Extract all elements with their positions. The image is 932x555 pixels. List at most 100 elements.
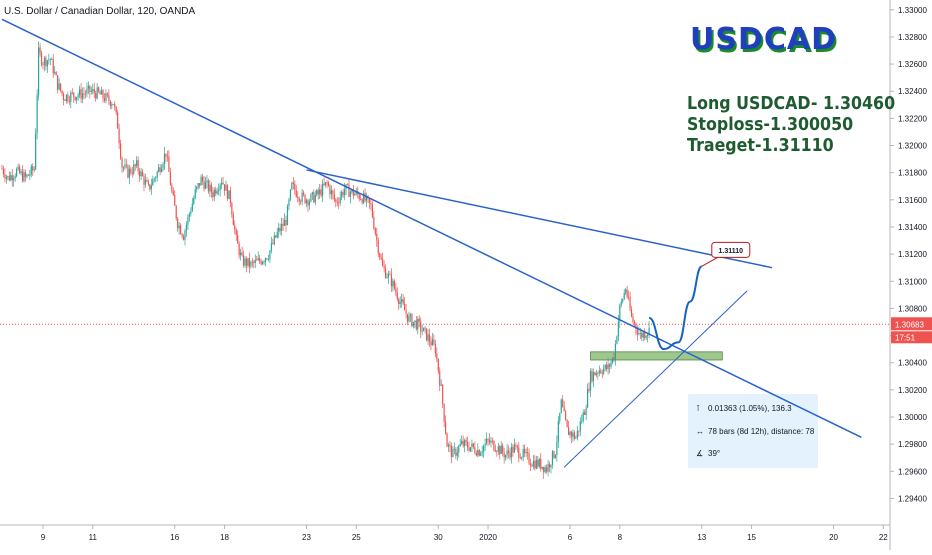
candle: [283, 213, 286, 226]
candle-body: [51, 58, 53, 60]
candle-body: [59, 83, 62, 91]
candle-body: [18, 166, 21, 173]
candle: [595, 369, 597, 377]
candle-body: [449, 444, 451, 446]
measure-tool-box[interactable]: ⊺ 0.01363 (1.05%), 136.3 ↔ 78 bars (8d 12h…: [688, 394, 818, 468]
candle-body: [11, 175, 13, 181]
candle-body: [433, 339, 435, 344]
candle: [288, 197, 290, 211]
candle: [458, 444, 460, 458]
candle: [264, 257, 267, 267]
candle-body: [71, 92, 73, 94]
candle-body: [563, 406, 565, 412]
candle-body: [92, 89, 94, 92]
candle-body: [210, 184, 212, 193]
candle-body: [99, 91, 101, 95]
candle-body: [314, 195, 316, 203]
candle: [412, 321, 414, 329]
candle: [544, 464, 546, 474]
candle: [557, 416, 559, 448]
candle: [623, 288, 625, 301]
candle-body: [572, 432, 574, 437]
candle: [71, 88, 73, 95]
candle-body: [597, 373, 599, 375]
candle-body: [557, 421, 559, 442]
candle-body: [588, 388, 590, 391]
candle: [153, 177, 155, 183]
candle: [487, 437, 489, 447]
candle: [33, 166, 35, 173]
candle: [335, 198, 337, 208]
upper-resistance-line: [306, 169, 773, 269]
candle-body: [298, 197, 300, 202]
candle-body: [434, 343, 436, 354]
candle-body: [570, 431, 573, 437]
candle-body: [4, 174, 6, 179]
candle: [503, 447, 505, 464]
measure-price-row: ⊺ 0.01363 (1.05%), 136.3: [696, 404, 792, 413]
candle-body: [439, 371, 441, 386]
candle: [139, 168, 141, 182]
candle: [616, 335, 618, 345]
candle: [133, 159, 135, 176]
candle-body: [141, 171, 144, 177]
candle: [190, 207, 192, 217]
candle-body: [78, 89, 81, 96]
candle-body: [35, 133, 37, 170]
candle-body: [226, 185, 229, 199]
candle: [21, 165, 24, 183]
candle-body: [604, 364, 606, 369]
candle-body: [160, 168, 163, 172]
candle-body: [143, 176, 145, 185]
candle: [218, 183, 220, 196]
candle-body: [178, 225, 180, 229]
candle-body: [127, 165, 129, 178]
candle-body: [285, 219, 287, 226]
candle-body: [270, 243, 272, 251]
candle-body: [93, 89, 95, 94]
candle: [547, 459, 549, 477]
candle: [532, 454, 535, 470]
candle-body: [40, 52, 43, 65]
candle: [642, 331, 644, 342]
candle: [383, 260, 385, 273]
candle-body: [77, 95, 79, 98]
candle-body: [459, 443, 461, 447]
candle-body: [98, 87, 100, 92]
candle-body: [405, 310, 407, 314]
trade-note-target: Traeget-1.31110: [687, 135, 834, 156]
candle: [36, 89, 38, 140]
candle-body: [30, 166, 32, 175]
candle: [206, 175, 208, 189]
candle: [7, 175, 9, 181]
candle: [550, 464, 552, 474]
trendlines[interactable]: 1.31110: [1, 18, 862, 468]
candle: [598, 365, 600, 377]
candle: [502, 443, 504, 457]
candle: [452, 445, 454, 458]
candle: [98, 86, 100, 94]
candle: [96, 83, 98, 100]
candle-body: [279, 227, 281, 231]
candle: [117, 109, 119, 129]
candle-body: [374, 228, 376, 234]
candle: [551, 450, 554, 469]
candle: [370, 197, 372, 211]
candle-body: [200, 176, 202, 186]
candle: [368, 197, 371, 209]
candle-body: [188, 213, 190, 217]
candle-body: [206, 180, 208, 183]
candle-body: [166, 156, 169, 158]
candle-body: [241, 252, 243, 256]
candle-body: [221, 182, 223, 185]
candle-body: [185, 224, 188, 231]
time-tick-label: 15: [747, 533, 756, 542]
candle-body: [339, 196, 341, 203]
candle-body: [137, 160, 139, 171]
candle: [554, 453, 556, 460]
candle-body: [2, 168, 5, 175]
price-tick-label: 1.29400: [898, 494, 927, 503]
candle: [143, 173, 145, 191]
